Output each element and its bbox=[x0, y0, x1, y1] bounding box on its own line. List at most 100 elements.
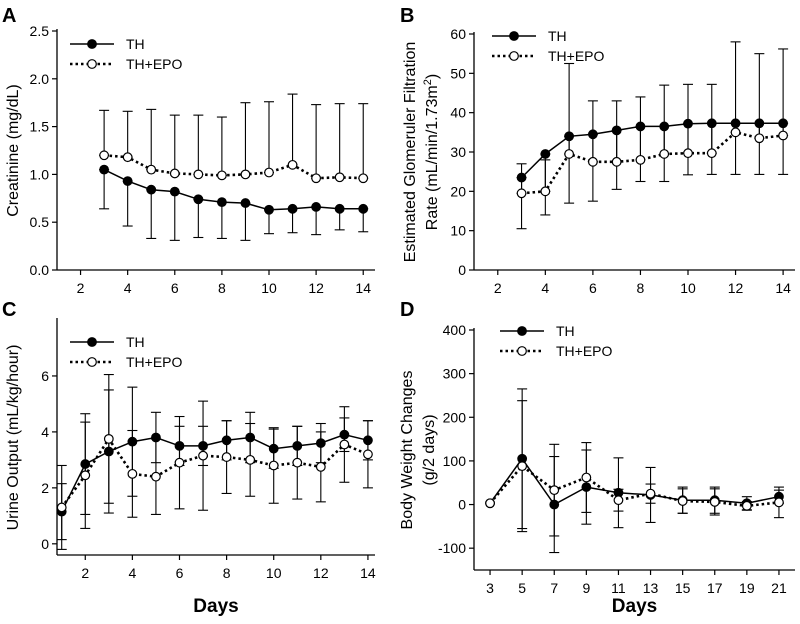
data-point bbox=[169, 186, 180, 197]
data-point bbox=[193, 169, 204, 180]
data-point bbox=[635, 154, 646, 165]
y-tick-label: 100 bbox=[443, 453, 467, 469]
series-line bbox=[521, 122, 784, 179]
data-point bbox=[193, 194, 204, 205]
x-tick-label: 8 bbox=[223, 565, 231, 581]
data-point bbox=[99, 164, 110, 175]
panel-d: D -100 0 100 200 300 400 3 5 7 9 11 13 15 17 19 21 Body W… bbox=[399, 299, 795, 617]
y-axis-label: Urine Output (mL/kg/hour) bbox=[5, 345, 22, 531]
series-line bbox=[521, 130, 784, 195]
data-point bbox=[540, 149, 551, 159]
x-tick-label: 2 bbox=[81, 565, 89, 581]
legend-label: TH+EPO bbox=[126, 354, 183, 370]
x-tick-label: 19 bbox=[739, 580, 755, 596]
data-point bbox=[645, 488, 656, 499]
y-axis-label-end: ) bbox=[424, 74, 441, 79]
legend-label: TH bbox=[548, 28, 567, 44]
data-point bbox=[146, 184, 157, 195]
y-tick-label: 1.5 bbox=[30, 119, 50, 135]
data-point bbox=[683, 148, 693, 159]
panel-c: C 0 2 4 6 2 4 6 8 10 12 14 Urine Output (mL/kg/hour)… bbox=[2, 299, 376, 617]
data-point bbox=[240, 169, 251, 180]
data-point bbox=[169, 168, 180, 179]
data-point bbox=[709, 497, 720, 507]
legend-entry: TH bbox=[70, 334, 145, 350]
data-point bbox=[730, 127, 741, 138]
legend-marker bbox=[509, 51, 519, 61]
data-point bbox=[754, 133, 765, 144]
y-tick-label: 2.5 bbox=[30, 23, 50, 39]
y-axis-label: Creatinine (mg/dL) bbox=[5, 84, 22, 217]
data-point bbox=[122, 152, 133, 163]
y-axis-label-part: Rate (mL/min/1.73m bbox=[424, 85, 441, 230]
y-tick-label: 2 bbox=[41, 480, 49, 496]
data-point bbox=[516, 188, 527, 199]
y-axis-label: Body Weight Changes bbox=[399, 371, 416, 530]
data-point bbox=[315, 461, 326, 472]
legend-label: TH+EPO bbox=[126, 56, 183, 72]
series-line bbox=[489, 457, 780, 506]
x-tick-label: 12 bbox=[313, 565, 329, 581]
y-tick-label: 30 bbox=[450, 144, 466, 160]
data-point bbox=[245, 454, 256, 465]
y-axis-label-line2: (g/2 days) bbox=[421, 414, 438, 485]
data-point bbox=[334, 172, 345, 183]
x-tick-label: 10 bbox=[680, 280, 696, 296]
data-point bbox=[80, 470, 91, 481]
data-point bbox=[659, 149, 670, 159]
x-tick-label: 7 bbox=[550, 580, 558, 596]
x-tick-label: 15 bbox=[675, 580, 691, 596]
data-point bbox=[587, 156, 598, 167]
y-tick-label: 0.5 bbox=[30, 214, 50, 230]
data-point bbox=[103, 433, 114, 444]
panel-b: B 0 10 20 30 40 50 60 2 4 6 8 10 12 14 Estimated Glomer… bbox=[400, 5, 795, 296]
data-point bbox=[264, 204, 274, 215]
legend-entry: TH bbox=[70, 36, 145, 52]
x-tick-label: 10 bbox=[266, 565, 282, 581]
data-point bbox=[485, 498, 495, 509]
y-tick-label: 2.0 bbox=[30, 71, 50, 87]
x-tick-label: 6 bbox=[171, 280, 179, 296]
x-tick-label: 5 bbox=[518, 580, 526, 596]
series-line bbox=[103, 154, 364, 180]
x-tick-label: 21 bbox=[771, 580, 787, 596]
legend-entry: TH bbox=[492, 28, 567, 44]
x-axis-label: Days bbox=[612, 596, 657, 617]
data-point bbox=[99, 150, 110, 161]
data-point bbox=[581, 472, 592, 483]
data-point bbox=[122, 176, 133, 186]
data-point bbox=[174, 457, 185, 468]
data-point bbox=[287, 159, 298, 170]
series-th-epo bbox=[516, 41, 789, 199]
data-point bbox=[287, 203, 298, 214]
series-th-epo bbox=[99, 93, 369, 184]
data-point bbox=[127, 468, 138, 479]
y-tick-label: 300 bbox=[443, 366, 467, 382]
data-point bbox=[56, 502, 67, 513]
data-point bbox=[677, 496, 688, 506]
panel-letter: A bbox=[2, 5, 16, 27]
data-point bbox=[216, 197, 227, 208]
x-tick-label: 14 bbox=[355, 280, 371, 296]
y-axis-label: Estimated Glomeruler Filtration bbox=[402, 42, 419, 263]
data-point bbox=[778, 130, 789, 141]
data-point bbox=[517, 461, 528, 472]
y-tick-label: 50 bbox=[450, 65, 466, 81]
y-tick-label: 20 bbox=[450, 183, 466, 199]
series-th bbox=[485, 388, 784, 554]
legend-marker bbox=[517, 346, 527, 356]
y-axis-label-sup: 2 bbox=[422, 79, 434, 85]
x-tick-label: 6 bbox=[589, 280, 597, 296]
y-tick-label: 0 bbox=[41, 536, 49, 552]
legend-label: TH bbox=[556, 323, 575, 339]
series-th-epo bbox=[56, 374, 373, 550]
data-point bbox=[146, 164, 157, 175]
data-point bbox=[741, 500, 752, 511]
x-tick-label: 13 bbox=[643, 580, 659, 596]
legend-label: TH+EPO bbox=[548, 48, 605, 64]
y-tick-label: 200 bbox=[443, 409, 467, 425]
y-tick-label: 1.0 bbox=[30, 166, 50, 182]
data-point bbox=[363, 449, 373, 460]
panel-letter: B bbox=[400, 5, 414, 27]
data-point bbox=[549, 485, 560, 496]
